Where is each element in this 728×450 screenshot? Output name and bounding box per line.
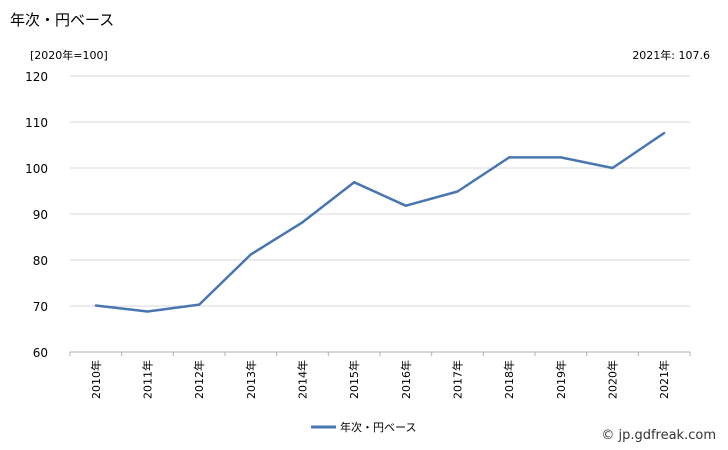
source-credit: © jp.gdfreak.com bbox=[601, 428, 716, 443]
x-tick-label: 2013年 bbox=[244, 360, 258, 399]
x-tick-label: 2018年 bbox=[502, 360, 516, 399]
data-point bbox=[249, 253, 253, 256]
y-tick-label: 90 bbox=[33, 208, 48, 222]
y-tick-label: 80 bbox=[33, 254, 48, 268]
x-tick-label: 2017年 bbox=[451, 360, 465, 399]
unit-note: [2020年=100] bbox=[30, 49, 108, 62]
y-tick-label: 120 bbox=[25, 70, 48, 84]
legend: 年次・円ベース bbox=[311, 420, 416, 434]
x-tick-label: 2021年 bbox=[657, 360, 671, 399]
x-tick-label: 2012年 bbox=[192, 360, 206, 399]
x-tick-label: 2016年 bbox=[399, 360, 413, 399]
data-point bbox=[404, 204, 408, 207]
data-point bbox=[456, 190, 459, 193]
x-tick-label: 2010年 bbox=[89, 360, 103, 399]
data-point bbox=[94, 304, 98, 307]
y-tick-label: 60 bbox=[33, 346, 48, 360]
data-point bbox=[146, 310, 149, 313]
legend-label: 年次・円ベース bbox=[340, 420, 416, 434]
latest-value-note: 2021年: 107.6 bbox=[632, 49, 710, 62]
data-point bbox=[301, 221, 304, 224]
series-line bbox=[95, 131, 665, 313]
chart-title: 年次・円ベース bbox=[10, 11, 115, 29]
y-tick-label: 70 bbox=[33, 300, 48, 314]
data-point bbox=[352, 181, 356, 184]
grid-lines bbox=[69, 75, 691, 356]
y-tick-label: 110 bbox=[25, 116, 48, 130]
x-tick-label: 2014年 bbox=[296, 360, 310, 399]
x-tick-label: 2015年 bbox=[347, 360, 361, 399]
x-axis-ticks: 2010年 2011年 2012年 2013年 2014年 2015年 2016年 2017年… bbox=[89, 360, 671, 399]
data-point bbox=[662, 131, 666, 135]
y-axis-ticks: 60 70 80 90 100 110 120 bbox=[25, 70, 48, 360]
y-tick-label: 100 bbox=[25, 162, 48, 176]
x-tick-label: 2019年 bbox=[554, 360, 568, 399]
series-layer bbox=[94, 131, 666, 313]
data-point bbox=[197, 303, 201, 306]
data-point bbox=[559, 156, 563, 159]
x-tick-label: 2011年 bbox=[141, 360, 155, 399]
x-tick-label: 2020年 bbox=[606, 360, 620, 399]
data-point bbox=[507, 156, 511, 159]
data-point bbox=[611, 166, 614, 170]
